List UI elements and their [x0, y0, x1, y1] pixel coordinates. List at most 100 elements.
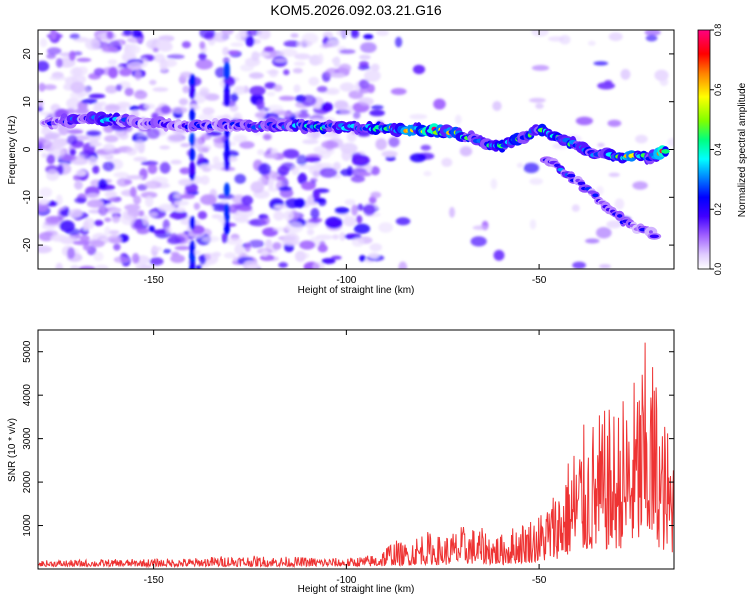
noise-blob — [45, 132, 61, 139]
noise-blob — [42, 84, 57, 91]
noise-blob — [368, 252, 380, 259]
noise-blob — [283, 232, 300, 245]
snr-y-tick-label: 4000 — [22, 384, 33, 407]
noise-blob — [234, 173, 246, 184]
noise-blob — [107, 197, 122, 202]
noise-blob — [278, 95, 296, 101]
noise-blob — [234, 244, 245, 255]
noise-blob — [523, 162, 540, 174]
noise-blob — [351, 237, 365, 247]
noise-blob — [294, 198, 306, 209]
noise-blob — [409, 114, 428, 120]
noise-blob — [74, 180, 83, 190]
noise-blob — [142, 214, 149, 226]
noise-blob — [343, 216, 357, 227]
noise-blob — [317, 163, 333, 168]
noise-blob — [310, 207, 320, 220]
noise-blob — [159, 145, 171, 150]
colorbar-tick-label: 0.6 — [713, 83, 723, 96]
noise-blob — [262, 133, 272, 141]
noise-blob — [123, 30, 132, 36]
noise-blob — [249, 85, 266, 96]
noise-blob — [38, 202, 49, 212]
noise-streak — [189, 107, 196, 122]
noise-blob — [607, 119, 622, 127]
noise-blob — [185, 183, 198, 193]
noise-blob — [266, 153, 279, 159]
noise-blob — [412, 64, 426, 75]
noise-blob — [140, 160, 159, 166]
noise-blob — [370, 63, 380, 72]
noise-blob — [596, 227, 612, 239]
noise-blob — [272, 242, 282, 250]
spectrogram-x-label: Height of straight line (km) — [298, 285, 415, 296]
noise-blob — [147, 163, 158, 175]
noise-blob — [261, 250, 269, 257]
noise-blob — [620, 68, 631, 80]
noise-blob — [667, 137, 674, 147]
noise-blob — [93, 102, 103, 110]
spectrogram-x-tick-label: -150 — [144, 275, 164, 286]
noise-blob — [55, 194, 63, 206]
noise-blob — [322, 132, 341, 138]
noise-blob — [113, 171, 129, 178]
snr-y-tick-label: 5000 — [22, 340, 33, 363]
spectrogram-trace — [39, 111, 670, 240]
noise-blob — [153, 53, 166, 63]
noise-blob — [441, 157, 453, 167]
noise-blob — [89, 142, 103, 147]
noise-blob — [113, 256, 130, 264]
noise-blob — [166, 54, 185, 60]
noise-blob — [571, 204, 580, 212]
spectrogram-y-tick-label: 0 — [22, 146, 33, 152]
noise-blob — [312, 261, 325, 269]
noise-blob — [370, 105, 384, 110]
noise-blob — [46, 169, 60, 181]
noise-blob — [197, 153, 204, 165]
colorbar-tick-label: 0.0 — [713, 263, 723, 276]
noise-blob — [548, 36, 565, 42]
noise-blob — [395, 36, 403, 48]
noise-blob — [370, 191, 382, 199]
figure-title: KOM5.2026.092.03.21.G16 — [270, 2, 441, 18]
noise-blob — [70, 81, 86, 94]
noise-blob — [585, 238, 600, 244]
noise-blob — [300, 109, 309, 114]
noise-blob — [46, 154, 56, 165]
noise-blob — [334, 207, 350, 214]
noise-blob — [151, 246, 163, 252]
noise-blob — [181, 41, 191, 49]
noise-blob — [182, 85, 190, 94]
noise-blob — [92, 165, 100, 174]
noise-blob — [254, 112, 266, 119]
noise-blob — [152, 47, 159, 53]
noise-blob — [531, 65, 550, 71]
noise-blob — [308, 76, 320, 86]
noise-blob — [61, 155, 79, 161]
noise-blob — [104, 191, 118, 197]
noise-blob — [333, 56, 341, 68]
noise-blob — [257, 176, 268, 186]
snr-panel: -150 -100 -50 1000 2000 3000 4000 5000 Height o… — [7, 329, 675, 595]
noise-blob — [228, 204, 238, 214]
noise-blob — [256, 99, 265, 110]
noise-blob — [318, 151, 331, 159]
noise-blob — [105, 85, 118, 94]
noise-blob — [107, 59, 118, 65]
noise-blob — [69, 33, 81, 40]
noise-blob — [199, 30, 216, 39]
noise-blob — [133, 195, 142, 205]
noise-blob — [226, 50, 240, 55]
spectrogram-y-tick-label: -20 — [22, 237, 33, 252]
noise-blob — [199, 41, 206, 50]
colorbar-tick-label: 0.2 — [713, 203, 723, 216]
noise-blob — [116, 101, 131, 108]
noise-streak — [223, 220, 230, 235]
noise-blob — [338, 63, 352, 73]
noise-blob — [597, 142, 605, 148]
noise-blob — [38, 139, 52, 149]
noise-blob — [104, 226, 111, 236]
noise-blob — [239, 30, 247, 38]
noise-blob — [375, 138, 388, 151]
